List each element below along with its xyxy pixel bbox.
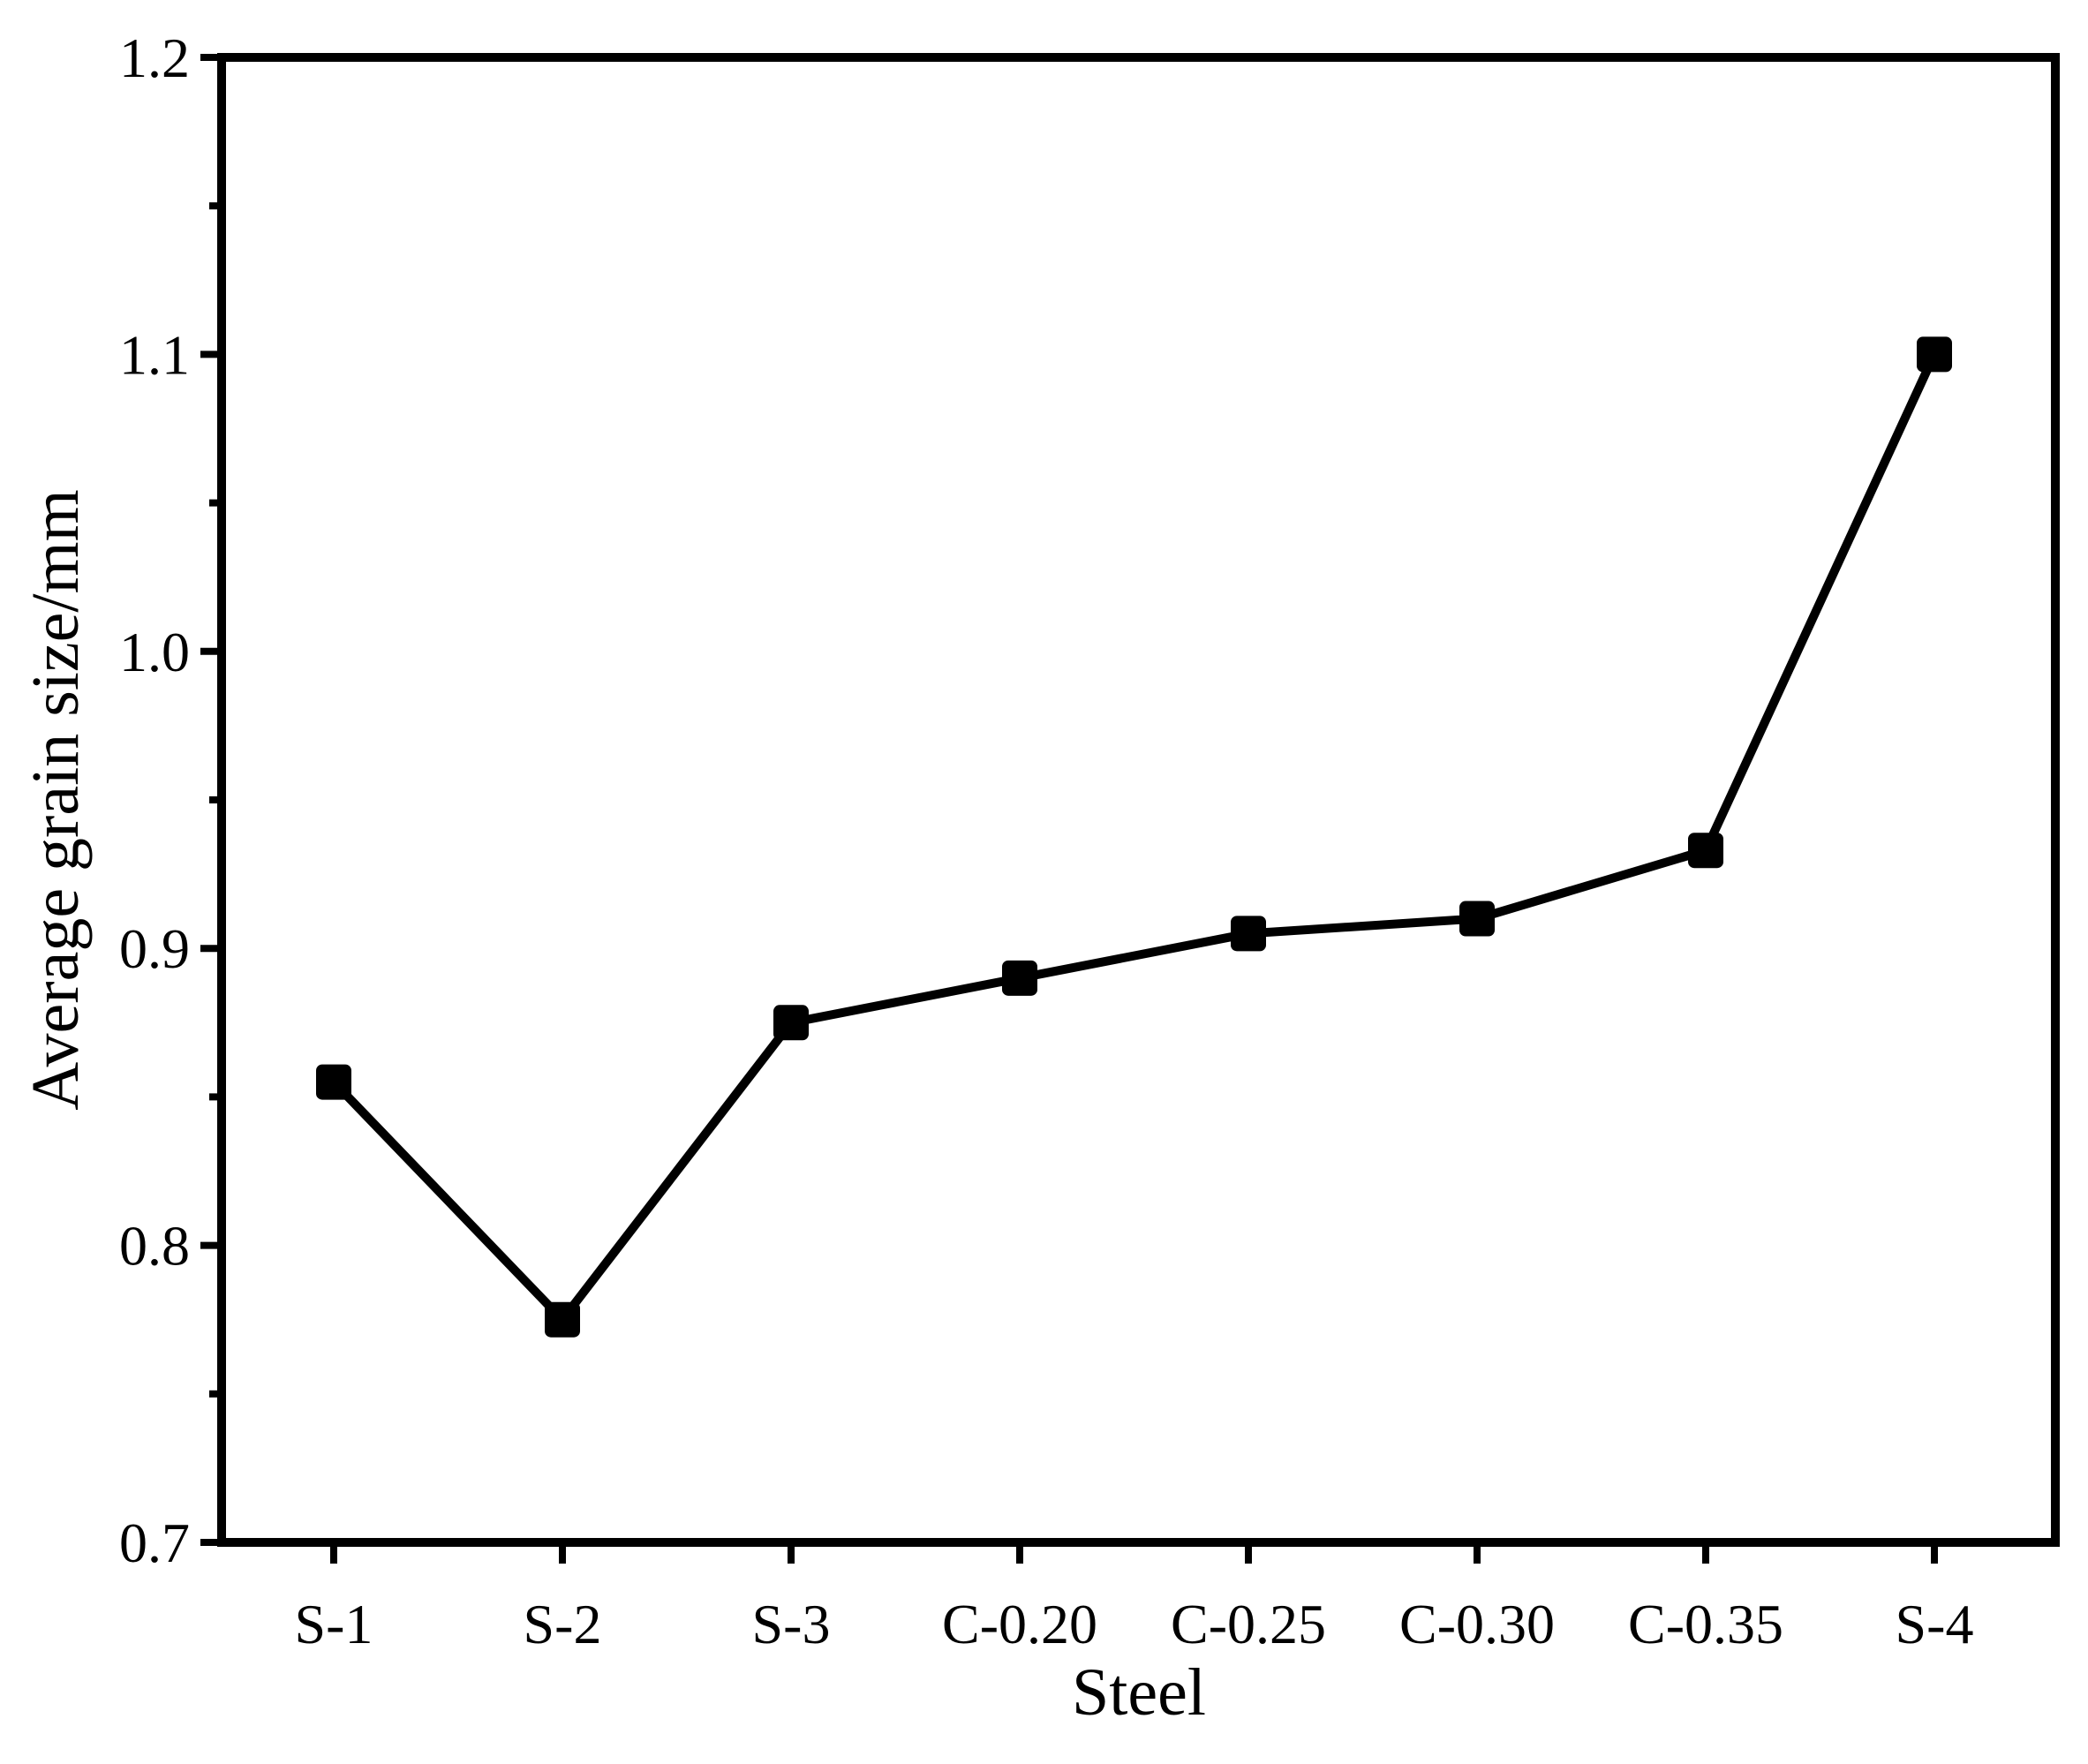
- x-tick-label: C-0.35: [1628, 1593, 1783, 1655]
- x-tick-label: C-0.30: [1399, 1593, 1555, 1655]
- y-axis-title: Average grain size/mm: [19, 489, 93, 1110]
- y-tick-label: 1.2: [119, 26, 190, 89]
- x-tick-label: C-0.25: [1171, 1593, 1326, 1655]
- x-axis-title: Steel: [1072, 1655, 1206, 1730]
- x-tick-label: S-1: [295, 1593, 373, 1655]
- series-layer: [316, 336, 1952, 1338]
- y-tick-label: 1.0: [119, 621, 190, 683]
- series-line: [329, 350, 1939, 1324]
- y-tick-label: 1.1: [119, 323, 190, 386]
- x-tick-label: S-4: [1896, 1593, 1974, 1655]
- data-point: [1231, 916, 1266, 952]
- x-tick-label: S-3: [752, 1593, 831, 1655]
- data-point: [316, 1064, 351, 1100]
- data-point: [1002, 960, 1037, 996]
- x-axis-ticks: S-1 S-2 S-3 C-0.20 C-0.25 C-0.30 C-0.35 S-4: [295, 1542, 1974, 1655]
- x-tick-label: S-2: [524, 1593, 602, 1655]
- y-tick-label: 0.7: [119, 1511, 190, 1574]
- y-tick-label: 0.8: [119, 1215, 190, 1278]
- data-point: [1688, 833, 1723, 869]
- data-point: [545, 1301, 580, 1338]
- x-tick-label: C-0.20: [942, 1593, 1097, 1655]
- data-point: [1459, 901, 1495, 937]
- y-tick-label: 0.9: [119, 917, 190, 980]
- data-point: [773, 1005, 809, 1041]
- plot-frame: [217, 53, 2060, 1547]
- y-axis-ticks: 0.7 0.8 0.9 1.0 1.1 1.2: [119, 26, 222, 1574]
- data-point: [1917, 336, 1952, 373]
